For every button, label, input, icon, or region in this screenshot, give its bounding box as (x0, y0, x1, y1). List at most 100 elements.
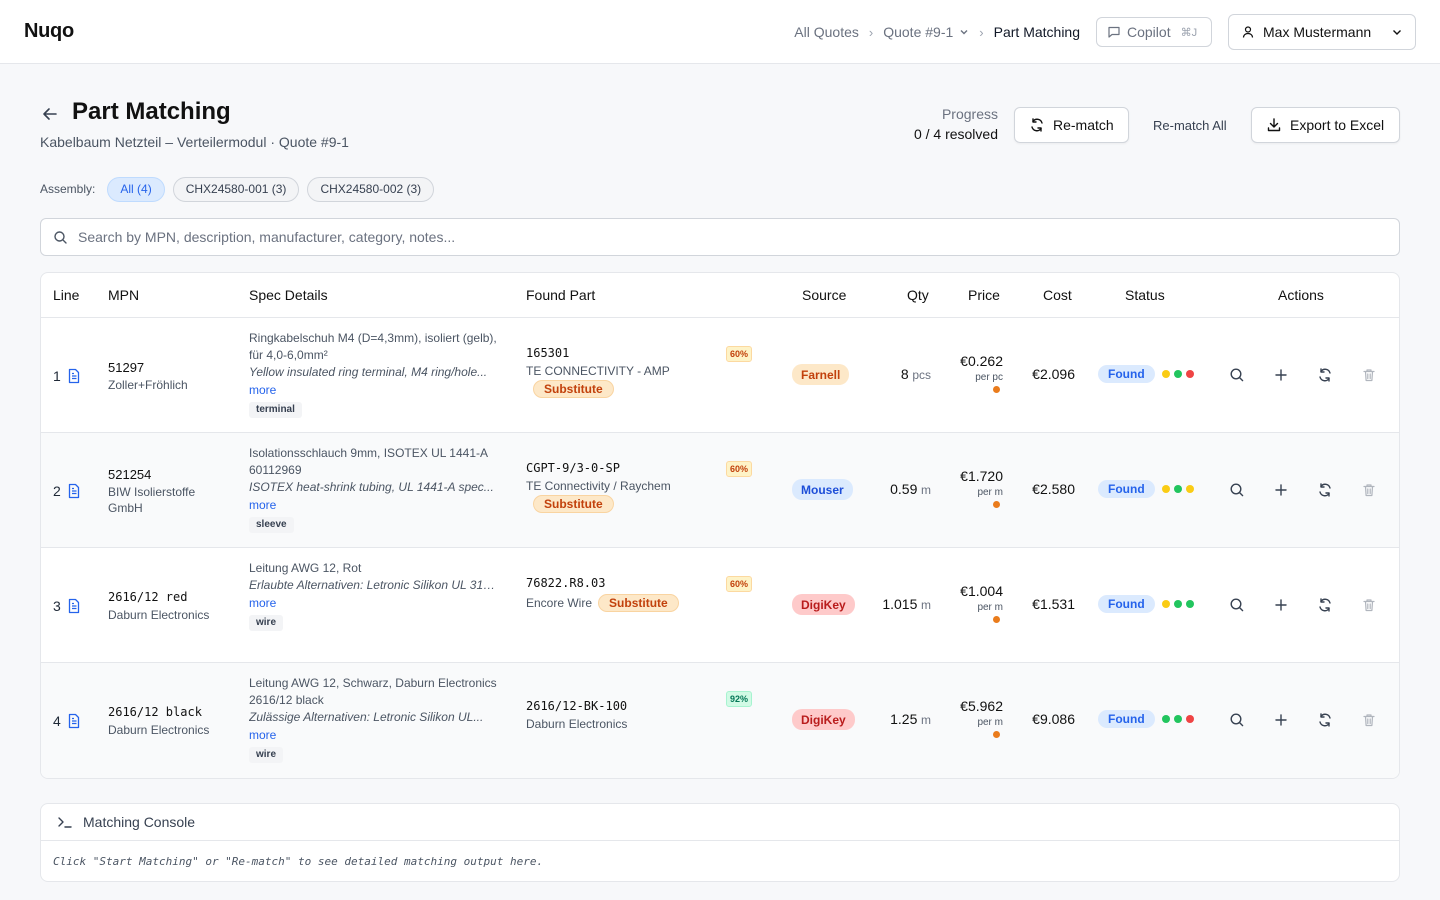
table-row[interactable]: 2 521254 BIW Isolierstoffe GmbH Isolatio… (41, 433, 1399, 548)
user-menu-button[interactable]: Max Mustermann (1228, 14, 1416, 50)
search-part-button[interactable] (1227, 595, 1247, 615)
table-row[interactable]: 4 2616/12 black Daburn Electronics Leitu… (41, 663, 1399, 778)
col-found[interactable]: Found Part (526, 287, 596, 303)
found-part: 2616/12-BK-100 Daburn Electronics (526, 699, 771, 731)
source-badge: DigiKey (792, 594, 855, 615)
found-part-number[interactable]: 165301 (526, 346, 570, 360)
source-badge: Mouser (792, 479, 853, 500)
add-part-button[interactable] (1271, 365, 1291, 385)
line-number: 1 (53, 368, 61, 384)
delete-row-button[interactable] (1359, 480, 1379, 500)
add-part-button[interactable] (1271, 480, 1291, 500)
rematch-row-button[interactable] (1315, 710, 1335, 730)
page-subtitle: Kabelbaum Netzteil – Verteilermodul · Qu… (40, 134, 349, 150)
search-icon (1230, 483, 1244, 497)
confidence-dots (1161, 715, 1194, 723)
add-part-button[interactable] (1271, 710, 1291, 730)
document-icon[interactable] (67, 483, 81, 499)
breadcrumb-quote[interactable]: Quote #9-1 (883, 24, 969, 40)
table-body: 1 51297 Zoller+Fröhlich Ringkabelschuh M… (41, 318, 1399, 778)
copilot-button[interactable]: Copilot ⌘J (1096, 17, 1212, 47)
line-number: 4 (53, 713, 61, 729)
confidence-dot (1173, 370, 1182, 378)
search-icon (1230, 598, 1244, 612)
source-cell: Farnell (792, 364, 850, 385)
assembly-chip-002[interactable]: CHX24580-002 (3) (307, 176, 435, 202)
col-mpn[interactable]: MPN (108, 287, 140, 303)
search-part-button[interactable] (1227, 365, 1247, 385)
rematch-all-button[interactable]: Re-match All (1153, 107, 1227, 143)
spec-more-link[interactable]: more (249, 728, 277, 742)
assembly-chip-all[interactable]: All (4) (107, 176, 165, 202)
status-cell: Found (1098, 595, 1194, 613)
top-bar: Nuqo All Quotes › Quote #9-1 › Part Matc… (0, 0, 1440, 64)
rematch-button[interactable]: Re-match (1014, 107, 1129, 143)
plus-icon (1275, 714, 1287, 726)
document-icon[interactable] (67, 368, 81, 384)
rematch-row-button[interactable] (1315, 595, 1335, 615)
col-spec[interactable]: Spec Details (249, 287, 328, 303)
document-icon[interactable] (67, 713, 81, 729)
search-part-button[interactable] (1227, 480, 1247, 500)
status-badge: Found (1098, 480, 1155, 498)
console-header[interactable]: Matching Console (41, 804, 1399, 841)
breadcrumb-quote-label: Quote #9-1 (883, 24, 954, 40)
source-badge: Farnell (792, 364, 850, 385)
confidence-dot (1161, 715, 1170, 723)
qty-unit: m (921, 713, 931, 727)
found-part-number[interactable]: CGPT-9/3-0-SP (526, 461, 620, 475)
col-cost[interactable]: Cost (1043, 287, 1072, 303)
rematch-row-button[interactable] (1315, 480, 1335, 500)
confidence-dot (1173, 485, 1182, 493)
spec-more-link[interactable]: more (249, 498, 277, 512)
col-line[interactable]: Line (53, 287, 80, 303)
found-part-number[interactable]: 2616/12-BK-100 (526, 699, 628, 713)
delete-row-button[interactable] (1359, 365, 1379, 385)
delete-row-button[interactable] (1359, 595, 1379, 615)
spec-more-link[interactable]: more (249, 596, 277, 610)
found-manufacturer: TE CONNECTIVITY - AMP Substitute (526, 364, 771, 398)
arrow-left-icon[interactable] (40, 104, 60, 124)
match-percent: 60% (730, 349, 749, 359)
plus-icon (1275, 599, 1287, 611)
search-part-button[interactable] (1227, 710, 1247, 730)
spec-details: Leitung AWG 12, Rot Erlaubte Alternative… (249, 560, 501, 631)
qty-unit: m (921, 483, 931, 497)
manufacturer-value: Daburn Electronics (108, 608, 210, 622)
spec-more-link[interactable]: more (249, 383, 277, 397)
rematch-row-button[interactable] (1315, 365, 1335, 385)
delete-row-button[interactable] (1359, 710, 1379, 730)
line-number: 2 (53, 483, 61, 499)
match-percent: 60% (730, 464, 749, 474)
assembly-chip-001[interactable]: CHX24580-001 (3) (172, 176, 300, 202)
match-score: 92% (726, 691, 753, 707)
search-input[interactable] (78, 229, 1387, 245)
table-row[interactable]: 1 51297 Zoller+Fröhlich Ringkabelschuh M… (41, 318, 1399, 433)
add-part-button[interactable] (1271, 595, 1291, 615)
spec-main: Leitung AWG 12, Rot (249, 561, 362, 575)
document-icon[interactable] (67, 598, 81, 614)
refresh-icon (1319, 368, 1331, 382)
match-percent: 92% (730, 694, 749, 704)
found-manufacturer: TE Connectivity / Raychem Substitute (526, 479, 771, 513)
spec-details: Isolationsschlauch 9mm, ISOTEX UL 1441-A… (249, 445, 501, 533)
price-unit: per m (977, 717, 1003, 728)
col-source[interactable]: Source (802, 287, 847, 303)
col-price[interactable]: Price (968, 287, 1000, 303)
confidence-dots (1161, 485, 1194, 493)
col-qty[interactable]: Qty (907, 287, 929, 303)
found-part-number[interactable]: 76822.R8.03 (526, 576, 606, 590)
app-logo[interactable]: Nuqo (24, 20, 74, 42)
substitute-badge: Substitute (533, 495, 614, 513)
found-manufacturer: Encore Wire Substitute (526, 594, 771, 612)
page-header: Part Matching Kabelbaum Netzteil – Verte… (40, 64, 1400, 168)
substitute-badge: Substitute (598, 594, 679, 612)
console-title: Matching Console (83, 814, 196, 830)
table-row[interactable]: 3 2616/12 red Daburn Electronics Leitung… (41, 548, 1399, 663)
spec-main: Leitung AWG 12, Schwarz, Daburn Electron… (249, 676, 497, 707)
qty-unit: pcs (912, 368, 931, 382)
breadcrumb-all-quotes[interactable]: All Quotes (794, 24, 859, 40)
user-icon (1242, 26, 1254, 38)
col-status[interactable]: Status (1125, 287, 1165, 303)
export-excel-button[interactable]: Export to Excel (1251, 107, 1400, 143)
